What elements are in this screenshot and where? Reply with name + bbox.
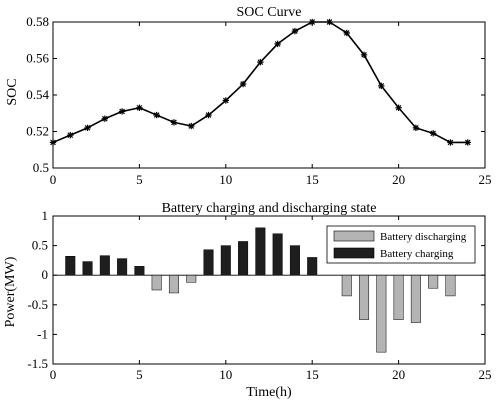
soc-point — [136, 104, 143, 111]
legend-label-discharging: Battery discharging — [380, 231, 467, 243]
soc-point — [170, 119, 178, 126]
battery-x-tick-label: 5 — [136, 367, 143, 382]
bar-discharging — [359, 274, 370, 320]
soc-point — [360, 51, 368, 59]
soc-x-tick-label: 10 — [219, 172, 232, 187]
soc-point — [378, 82, 385, 90]
bar-charging — [82, 261, 93, 276]
battery-plot-frame — [52, 215, 486, 365]
soc-point — [239, 80, 247, 88]
bar-charging — [220, 245, 231, 276]
soc-x-tick-label: 0 — [50, 172, 57, 187]
battery-x-tick-label: 15 — [306, 367, 319, 382]
soc-point — [257, 58, 264, 66]
battery-x-axis-label: Time(h) — [246, 385, 292, 400]
soc-point — [205, 111, 212, 119]
bar-charging — [289, 245, 300, 276]
bar-discharging — [445, 274, 456, 297]
battery-x-tick-label: 20 — [392, 367, 405, 382]
soc-chart: SOC Curve SOC 0 5 10 15 20 25 0.5 0.52 0.54 0.56 0… — [5, 5, 492, 187]
soc-x-tick-label: 5 — [136, 172, 143, 187]
soc-point — [343, 29, 350, 37]
battery-chart-title: Battery charging and discharging state — [162, 201, 377, 216]
bar-charging — [65, 256, 76, 276]
legend-label-charging: Battery charging — [380, 248, 454, 260]
battery-y-axis-label: Power(MW) — [3, 256, 18, 327]
battery-x-tick-label: 25 — [479, 367, 492, 382]
soc-y-tick-label: 0.56 — [26, 51, 49, 66]
bar-discharging — [376, 274, 387, 353]
soc-y-tick-label: 0.58 — [26, 14, 49, 29]
legend-swatch-discharging — [333, 230, 375, 242]
soc-x-tick-label: 20 — [392, 172, 405, 187]
bar-charging — [238, 241, 249, 276]
battery-x-tick-label: 0 — [50, 367, 57, 382]
soc-point — [291, 27, 299, 35]
bar-discharging — [393, 274, 404, 320]
bar-discharging — [341, 274, 352, 297]
soc-y-axis-label: SOC — [5, 78, 20, 105]
soc-point — [222, 97, 229, 104]
soc-point — [67, 131, 74, 139]
bar-charging — [99, 255, 110, 276]
bar-discharging — [168, 274, 179, 294]
soc-point — [447, 139, 454, 146]
battery-y-tick-label: 0 — [42, 267, 49, 282]
bar-charging — [203, 249, 214, 276]
soc-y-tick-label: 0.52 — [26, 124, 49, 139]
bar-charging — [134, 266, 145, 276]
soc-point — [274, 40, 281, 48]
bar-discharging — [428, 274, 439, 289]
bar-discharging — [410, 274, 421, 323]
battery-y-tick-label: 0.5 — [32, 238, 48, 253]
soc-chart-title: SOC Curve — [237, 5, 302, 20]
soc-point — [118, 108, 126, 115]
legend-swatch-charging — [333, 247, 375, 259]
battery-chart: Battery charging and discharging state P… — [3, 201, 492, 400]
battery-y-tick-label: -1 — [37, 326, 48, 341]
soc-point — [429, 130, 437, 137]
battery-x-tick-label: 10 — [219, 367, 232, 382]
soc-y-tick-label: 0.5 — [33, 160, 49, 175]
soc-y-tick-label: 0.54 — [26, 87, 49, 102]
soc-point — [153, 111, 160, 119]
soc-point — [464, 139, 471, 146]
battery-y-tick-label: -1.5 — [27, 356, 48, 371]
soc-line — [52, 21, 468, 144]
bar-discharging — [151, 274, 162, 291]
bar-charging — [117, 258, 128, 276]
battery-y-tick-label: -0.5 — [27, 297, 48, 312]
soc-point — [412, 124, 420, 132]
soc-point — [101, 115, 109, 122]
bar-discharging — [186, 274, 197, 283]
battery-y-tick-label: 1 — [42, 208, 49, 223]
bar-charging — [255, 227, 266, 276]
soc-point — [188, 122, 195, 130]
soc-x-tick-label: 15 — [306, 172, 319, 187]
soc-point — [395, 104, 402, 111]
soc-x-tick-label: 25 — [479, 172, 492, 187]
legend: Battery discharging Battery charging — [326, 225, 476, 264]
soc-plot-frame — [52, 21, 486, 169]
bar-charging — [272, 233, 283, 276]
soc-point — [84, 124, 91, 132]
bar-charging — [307, 257, 318, 276]
